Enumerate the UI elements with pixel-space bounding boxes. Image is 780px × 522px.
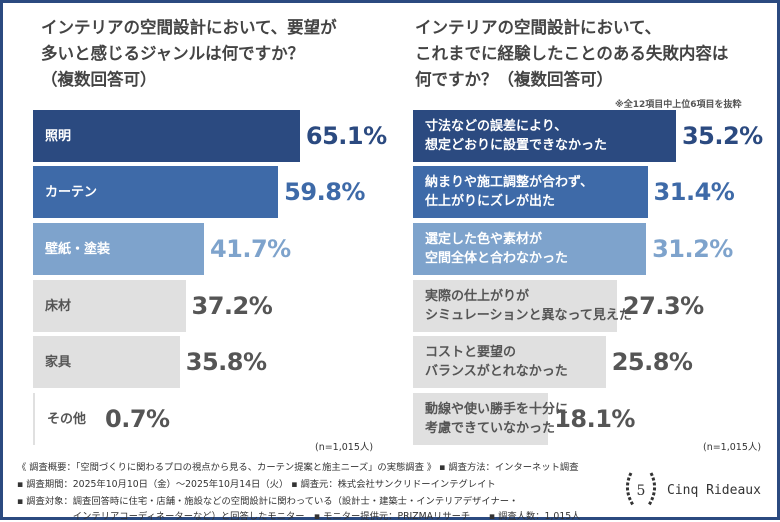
footer-line: 《 調査概要：「空間づくりに関わるプロの視点から見る、カーテン提案と施主ニーズ」… (17, 462, 579, 473)
bar-label: 寸法などの誤差により、 想定どおりに設置できなかった (425, 119, 608, 153)
bar-label: 実際の仕上がりが シミュレーションと異なって見えた (425, 289, 632, 323)
bar-label: その他 (47, 411, 87, 427)
emblem-number: 5 (637, 483, 646, 499)
bar: その他 (33, 393, 86, 445)
bar: 動線や使い勝手を十分に 考慮できていなかった (413, 393, 568, 445)
bar-label: 照明 (45, 128, 72, 144)
value-label: 31.4% (653, 178, 735, 206)
bar: 納まりや施工調整が合わず、 仕上がりにズレが出た (413, 166, 648, 218)
cinq-rideaux-logo: 5 Cinq Rideaux (621, 469, 761, 511)
value-label: 35.8% (185, 348, 267, 376)
value-label: 27.3% (622, 292, 704, 320)
logo-text: Cinq Rideaux (667, 482, 761, 498)
bar: コストと要望の バランスがとれなかった (413, 336, 606, 388)
value-label: 31.2% (652, 235, 733, 263)
footer-line: ▪ 調査期間：2025年10月10日（金）～2025年10月14日（火） ▪ 調… (17, 479, 496, 490)
value-label: 37.2% (191, 292, 273, 320)
bar-label: 家具 (45, 354, 72, 370)
right-chart-note: ※全12項目中上位6項目を抜粋 (615, 100, 742, 110)
right-sample-size: (n=1,015人) (703, 442, 762, 453)
bar: カーテン (33, 166, 279, 218)
footer-line: ▪ 調査対象：調査回答時に住宅・店舗・施設などの空間設計に関わっている（設計士・… (17, 496, 519, 507)
right-chart-title: インテリアの空間設計において、 これまでに経験したことのある失敗内容は 何ですか… (415, 18, 729, 89)
bar-label: 動線や使い勝手を十分に 考慮できていなかった (425, 402, 569, 436)
bar-label: 床材 (45, 298, 72, 314)
bar-label: 納まりや施工調整が合わず、 仕上がりにズレが出た (425, 175, 594, 209)
left-chart-title: インテリアの空間設計において、要望が 多いと感じるジャンルは何ですか？ （複数回… (41, 18, 337, 89)
bar-label: 選定した色や素材が 空間全体と合わなかった (425, 232, 569, 266)
bar: 床材 (33, 280, 186, 332)
value-label: 65.1% (305, 122, 387, 150)
left-sample-size: (n=1,015人) (315, 442, 374, 453)
bar-label: 壁紙・塗装 (45, 241, 111, 257)
laurel-emblem-icon: 5 (626, 472, 656, 506)
value-label: 0.7% (105, 405, 170, 433)
value-label: 41.7% (209, 235, 291, 263)
bar-label: カーテン (45, 184, 98, 200)
bar: 選定した色や素材が 空間全体と合わなかった (413, 223, 647, 275)
value-label: 25.8% (611, 348, 693, 376)
bar: 実際の仕上がりが シミュレーションと異なって見えた (413, 280, 632, 332)
footer-line: インテリアコーディネーターなど）と回答したモニター ▪ モニター提供元：PRIZ… (17, 511, 581, 522)
bar-label: コストと要望の バランスがとれなかった (425, 345, 568, 379)
bar: 壁紙・塗装 (33, 223, 204, 275)
value-label: 59.8% (284, 178, 365, 206)
bar: 寸法などの誤差により、 想定どおりに設置できなかった (413, 110, 676, 162)
bar: 家具 (33, 336, 180, 388)
value-label: 18.1% (554, 405, 635, 433)
value-label: 35.2% (681, 122, 763, 150)
bar: 照明 (33, 110, 300, 162)
